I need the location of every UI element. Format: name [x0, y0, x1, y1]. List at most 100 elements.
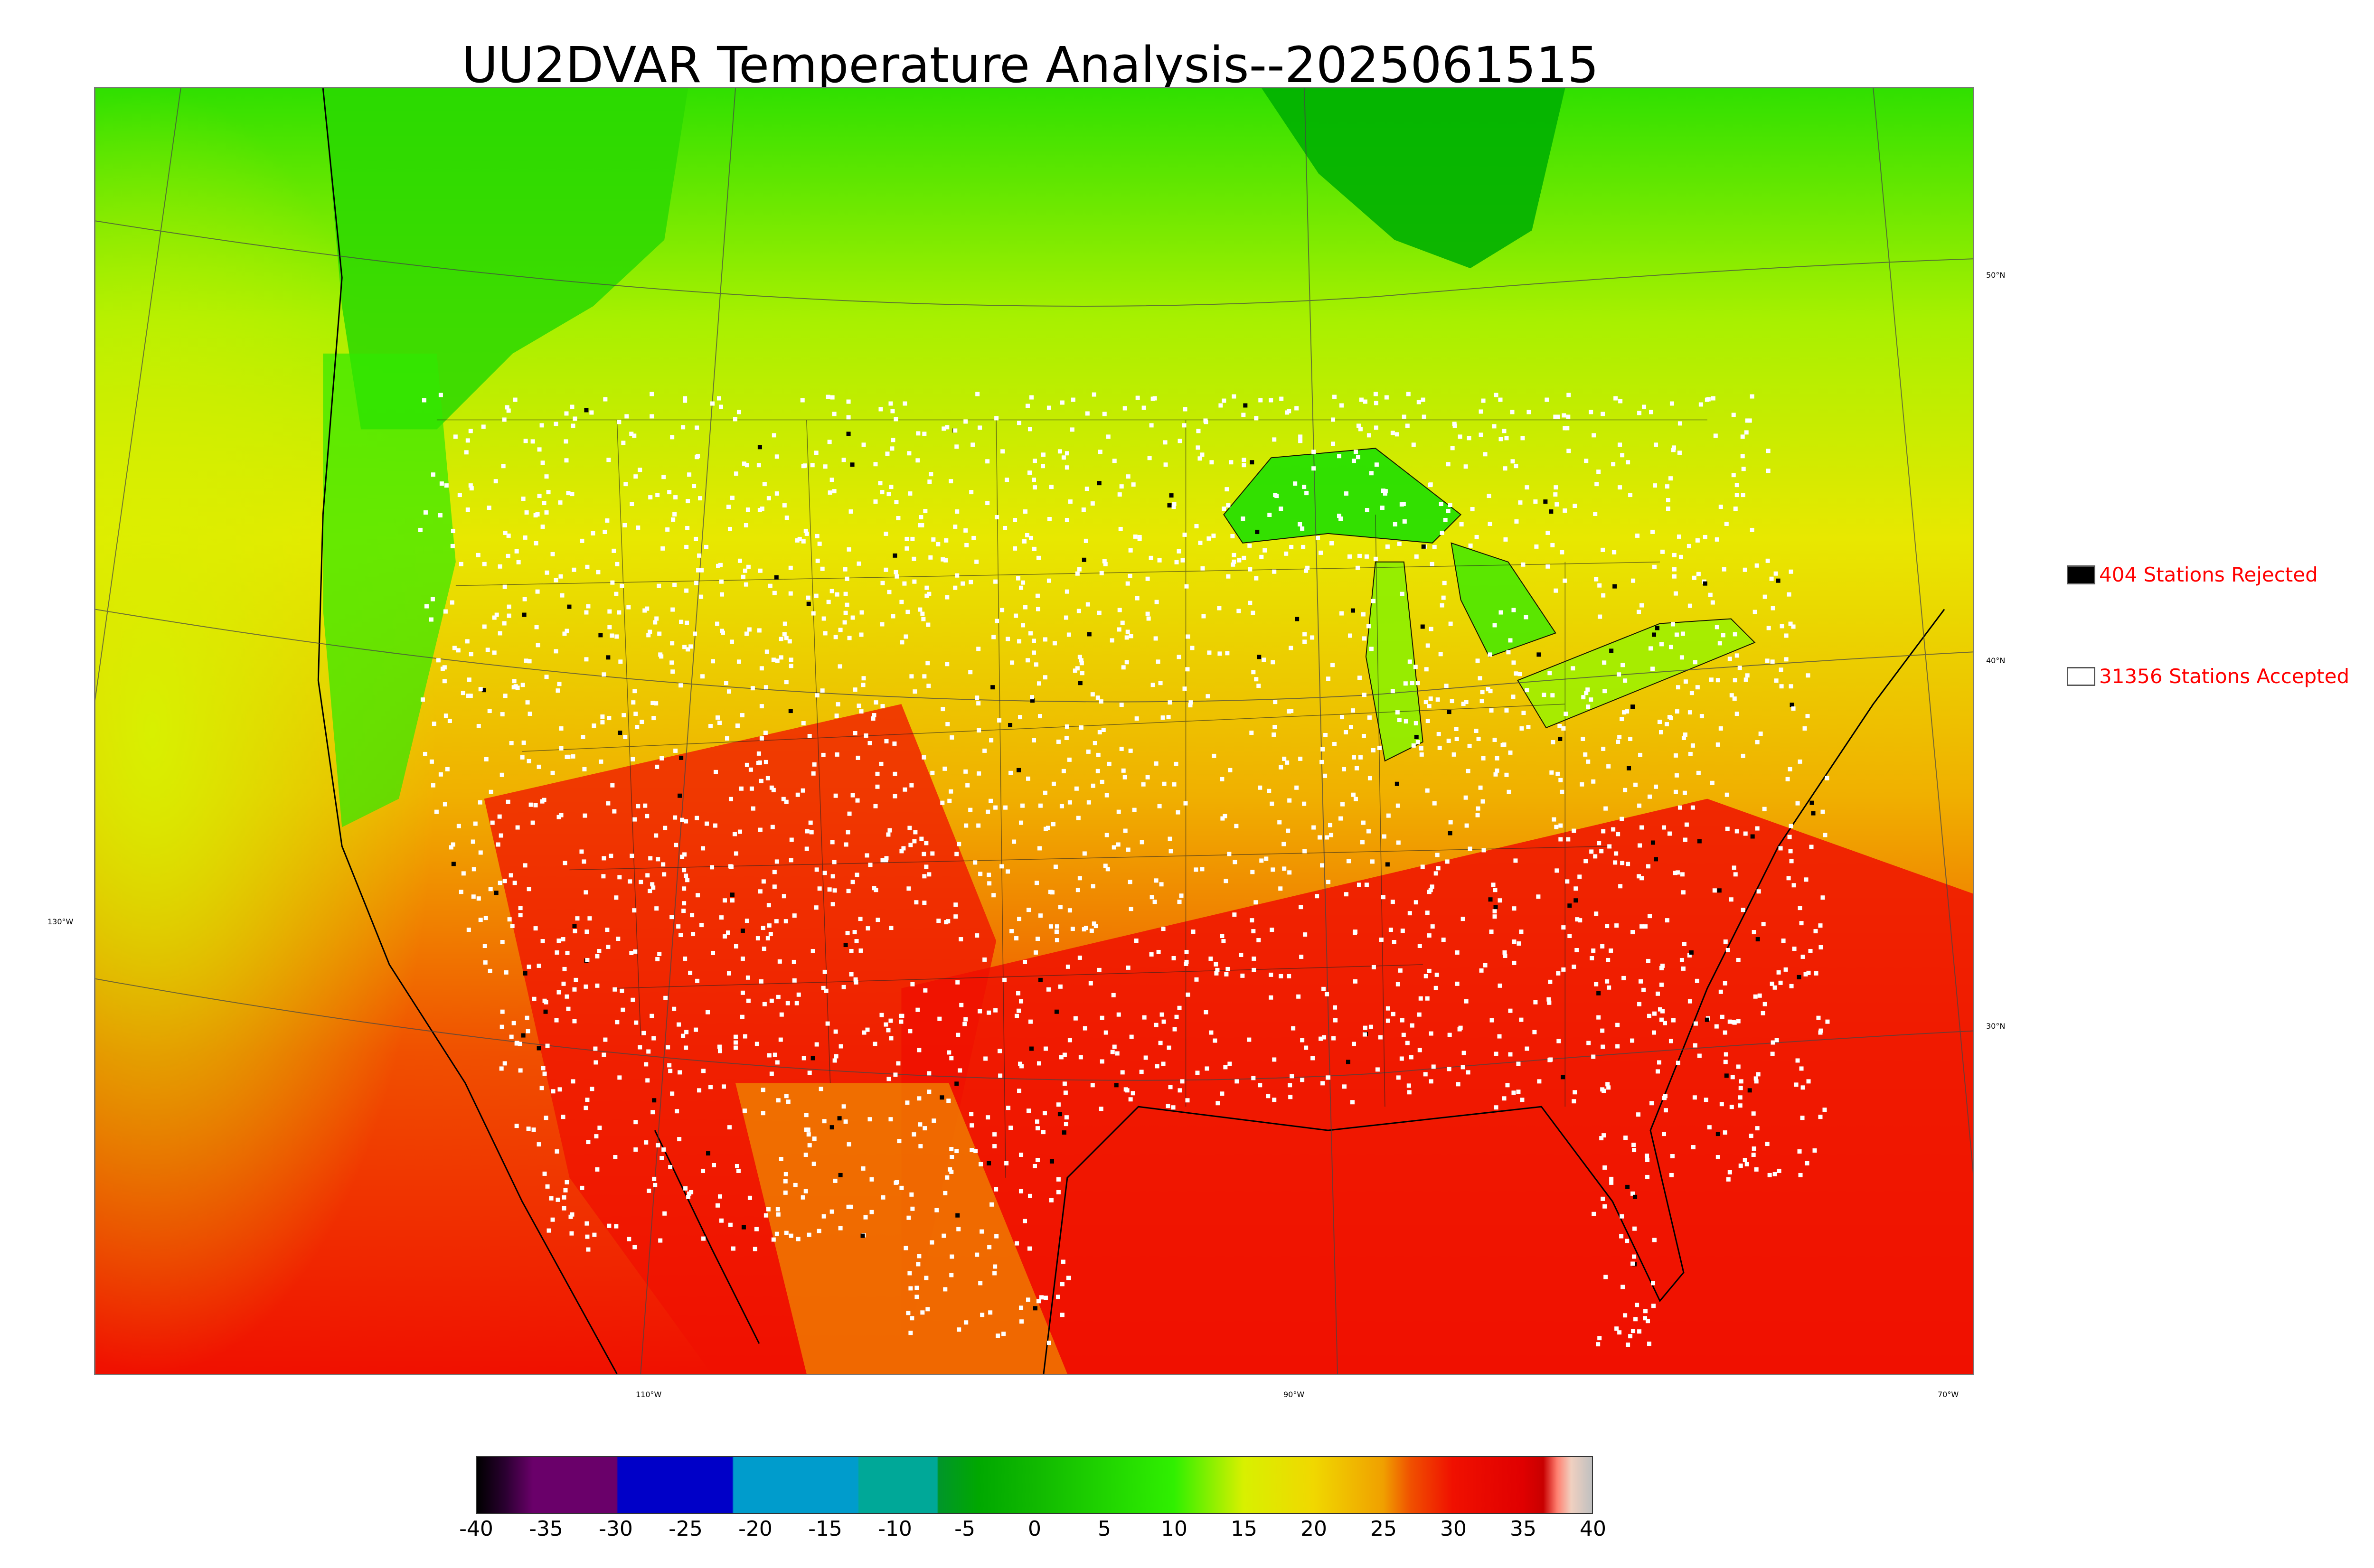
accepted-station-marker: [1214, 962, 1218, 967]
accepted-station-marker: [605, 518, 610, 523]
accepted-station-marker: [524, 510, 529, 515]
accepted-station-marker: [1596, 469, 1601, 474]
accepted-station-marker: [947, 798, 952, 803]
accepted-station-marker: [701, 1236, 706, 1241]
accepted-station-marker: [888, 401, 893, 406]
accepted-station-marker: [1623, 1313, 1628, 1318]
accepted-station-marker: [835, 752, 839, 757]
accepted-station-marker: [1425, 643, 1430, 648]
accepted-station-marker: [544, 510, 549, 515]
accepted-station-marker: [1000, 608, 1005, 612]
accepted-station-marker: [945, 722, 950, 727]
accepted-station-marker: [1681, 735, 1686, 740]
accepted-station-marker: [504, 970, 509, 975]
accepted-station-marker: [1271, 867, 1275, 872]
accepted-station-marker: [1533, 499, 1538, 504]
rejected-station-marker: [584, 408, 589, 413]
accepted-station-marker: [936, 919, 941, 923]
accepted-station-marker: [924, 1276, 929, 1280]
accepted-station-marker: [1517, 941, 1521, 946]
accepted-station-marker: [916, 431, 921, 436]
accepted-station-marker: [733, 1034, 738, 1039]
rejected-station-marker: [652, 1098, 657, 1103]
accepted-station-marker: [1566, 393, 1571, 397]
lat-label-50n: 50°N: [1986, 271, 2006, 280]
accepted-station-marker: [718, 1194, 722, 1199]
accepted-station-marker: [514, 1041, 519, 1046]
accepted-station-marker: [1669, 401, 1674, 406]
accepted-station-marker: [1239, 952, 1244, 957]
accepted-station-marker: [1628, 1334, 1633, 1339]
accepted-station-marker: [859, 610, 864, 615]
rejected-station-marker: [1654, 857, 1658, 862]
accepted-station-marker: [806, 595, 810, 600]
accepted-station-marker: [1023, 959, 1027, 964]
accepted-station-marker: [1460, 1065, 1465, 1070]
accepted-station-marker: [1015, 1241, 1019, 1246]
accepted-station-marker: [1649, 646, 1653, 651]
accepted-station-marker: [1711, 396, 1715, 401]
accepted-station-marker: [1195, 1070, 1200, 1075]
accepted-station-marker: [977, 728, 981, 732]
accepted-station-marker: [570, 1212, 575, 1217]
accepted-station-marker: [478, 687, 483, 692]
accepted-station-marker: [759, 979, 763, 984]
colorbar-tick: -20: [738, 1517, 772, 1541]
accepted-station-marker: [742, 461, 746, 466]
accepted-station-marker: [917, 1048, 922, 1052]
accepted-station-marker: [847, 1142, 851, 1147]
accepted-station-marker: [1558, 778, 1563, 782]
accepted-station-marker: [575, 916, 580, 921]
accepted-station-marker: [662, 1211, 667, 1216]
accepted-station-marker: [554, 649, 558, 654]
accepted-station-marker: [1479, 968, 1484, 973]
accepted-station-marker: [1126, 474, 1130, 479]
accepted-station-marker: [1337, 454, 1342, 459]
accepted-station-marker: [539, 423, 544, 428]
accepted-station-marker: [1397, 718, 1402, 723]
accepted-station-marker: [1710, 780, 1715, 785]
accepted-station-marker: [1369, 647, 1374, 651]
accepted-station-marker: [680, 817, 685, 822]
accepted-station-marker: [867, 741, 872, 745]
accepted-station-marker: [430, 597, 435, 601]
accepted-station-marker: [943, 1191, 948, 1195]
accepted-station-marker: [1460, 917, 1465, 921]
accepted-station-marker: [1800, 954, 1805, 959]
accepted-station-marker: [507, 917, 512, 922]
accepted-station-marker: [1613, 396, 1618, 401]
accepted-station-marker: [1019, 1064, 1024, 1069]
accepted-station-marker: [1486, 687, 1490, 692]
accepted-station-marker: [1093, 924, 1098, 929]
accepted-station-marker: [987, 1245, 992, 1249]
accepted-station-marker: [476, 553, 480, 557]
accepted-station-marker: [659, 654, 664, 659]
accepted-station-marker: [850, 880, 855, 884]
accepted-station-marker: [1172, 782, 1177, 787]
accepted-station-marker: [678, 683, 683, 688]
accepted-station-marker: [1340, 715, 1345, 720]
colorbar-tick: -10: [878, 1517, 912, 1541]
rejected-station-marker: [1717, 888, 1722, 893]
accepted-station-marker: [1603, 1275, 1608, 1279]
accepted-station-marker: [1437, 745, 1442, 750]
accepted-station-marker: [1215, 1101, 1220, 1106]
accepted-station-marker: [1424, 667, 1429, 672]
accepted-station-marker: [468, 429, 473, 433]
accepted-station-marker: [603, 529, 607, 534]
accepted-station-marker: [652, 1176, 657, 1181]
accepted-station-marker: [801, 1056, 806, 1061]
rejected-station-marker: [1651, 840, 1656, 845]
accepted-station-marker: [993, 579, 998, 584]
accepted-station-marker: [1413, 900, 1418, 905]
accepted-station-marker: [1715, 1155, 1720, 1160]
accepted-station-marker: [1441, 595, 1446, 600]
accepted-station-marker: [688, 644, 693, 649]
accepted-station-marker: [518, 1042, 522, 1046]
accepted-station-marker: [936, 542, 941, 546]
accepted-station-marker: [1287, 870, 1292, 875]
accepted-station-marker: [1362, 636, 1366, 641]
accepted-station-marker: [708, 1085, 713, 1089]
accepted-station-marker: [534, 541, 538, 545]
accepted-station-marker: [726, 971, 731, 976]
